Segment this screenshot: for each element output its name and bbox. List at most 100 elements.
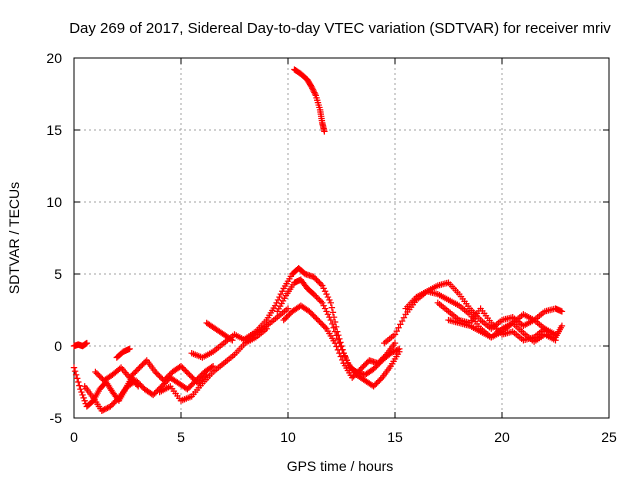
data-point [331, 328, 339, 335]
grid-lines [74, 58, 609, 418]
data-point [152, 368, 159, 376]
data-point [188, 381, 195, 389]
data-point [79, 391, 86, 399]
data-point [209, 362, 217, 370]
data-point [102, 405, 110, 412]
data-point [334, 336, 342, 343]
data-point [309, 85, 316, 92]
data-point [276, 293, 283, 301]
series-track-p [445, 316, 559, 345]
data-point [104, 404, 111, 412]
data-point [324, 311, 332, 318]
data-point [310, 312, 317, 319]
data-point [95, 371, 102, 378]
data-point [208, 363, 215, 371]
data-point [377, 357, 384, 364]
data-point [314, 316, 322, 324]
data-point [184, 386, 191, 393]
data-point [162, 375, 169, 383]
data-point [356, 367, 363, 374]
data-point [151, 390, 158, 397]
data-point [137, 381, 144, 389]
data-point [179, 364, 186, 371]
data-point [126, 374, 133, 381]
y-tick-label: 5 [54, 266, 62, 282]
data-point [186, 371, 193, 378]
y-tick-label: 15 [46, 122, 62, 138]
data-point [328, 304, 336, 311]
data-point [397, 321, 404, 328]
data-point [310, 290, 317, 298]
data-point [373, 380, 380, 387]
data-point [134, 378, 141, 386]
data-point [391, 331, 399, 338]
data-point [311, 314, 319, 321]
data-point [317, 280, 325, 288]
data-point [156, 373, 163, 380]
data-point [333, 343, 340, 350]
data-point [114, 396, 121, 403]
data-point [227, 336, 235, 343]
data-point [314, 295, 322, 302]
data-point [316, 318, 323, 325]
data-point [76, 382, 83, 389]
data-point [93, 370, 101, 377]
data-point [183, 368, 190, 376]
data-point [311, 275, 319, 282]
data-point [313, 276, 320, 283]
data-point [163, 374, 170, 381]
data-point [130, 370, 138, 377]
data-point [378, 355, 386, 363]
y-tick-label: -5 [50, 410, 63, 426]
x-tick-label: 10 [280, 429, 296, 445]
data-point [149, 391, 157, 399]
data-point [126, 345, 133, 353]
data-point [92, 368, 99, 376]
series-track-g [188, 305, 292, 361]
data-point [350, 373, 357, 380]
series-track-a [70, 339, 91, 350]
data-point [129, 371, 136, 378]
data-point [323, 290, 330, 298]
data-point [337, 353, 344, 360]
y-axis-label: SDTVAR / TECUs [6, 182, 22, 294]
data-point [329, 309, 337, 316]
series-track-h [203, 319, 236, 344]
x-axis-label: GPS time / hours [287, 458, 394, 474]
data-point [329, 320, 336, 328]
data-point [97, 374, 105, 381]
data-point [321, 324, 329, 331]
data-point [138, 383, 145, 390]
data-point [286, 311, 293, 318]
data-point [311, 90, 319, 98]
data-point [140, 360, 148, 367]
data-point [135, 365, 142, 373]
data-point [110, 400, 117, 407]
data-point [320, 302, 327, 309]
x-tick-label: 5 [177, 429, 185, 445]
data-point [336, 350, 343, 357]
data-point [308, 83, 315, 90]
data-point [316, 279, 323, 286]
data-point [75, 378, 82, 386]
data-point [319, 282, 326, 289]
x-tick-label: 20 [494, 429, 510, 445]
data-point [374, 378, 382, 386]
data-point [321, 288, 329, 295]
data-point [381, 352, 389, 360]
data-point [190, 375, 198, 383]
data-point [317, 298, 325, 305]
data-point [98, 407, 106, 414]
data-point [313, 315, 320, 322]
data-point [83, 339, 91, 347]
y-tick-label: 0 [54, 338, 62, 354]
data-point [229, 337, 236, 344]
data-point [71, 368, 79, 375]
data-point [360, 362, 367, 370]
series-track-n [402, 279, 566, 332]
data-point [77, 386, 84, 393]
chart-title: Day 269 of 2017, Sidereal Day-to-day VTE… [69, 20, 611, 37]
data-point [180, 365, 188, 373]
data-point [357, 365, 364, 373]
